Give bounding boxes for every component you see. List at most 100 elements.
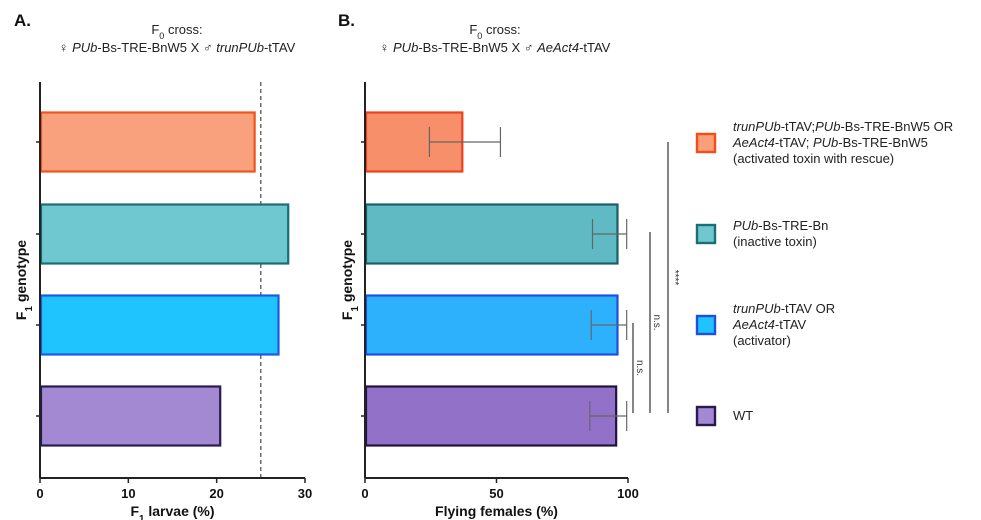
label-main: F (13, 311, 29, 320)
panel-a: A. F0 cross: ♀ PUb-Bs-TRE-BnW5 X ♂ trunP… (13, 11, 312, 520)
label-main: F (130, 503, 139, 519)
legend-label: (activated toxin with rescue) (733, 151, 894, 166)
bar-inactive-toxin (39, 203, 290, 265)
label-rest: cross: (482, 22, 520, 37)
significance-label: n.s. (651, 314, 662, 330)
legend-item: PUb-Bs-TRE-Bn(inactive toxin) (695, 218, 828, 249)
label-main: F (151, 22, 159, 37)
text-span: WT (733, 408, 753, 423)
bar-inactive-toxin (364, 203, 619, 265)
legend-label: PUb-Bs-TRE-Bn (733, 218, 828, 233)
legend-swatch (695, 223, 717, 245)
y-axis-label: F1 genotype (13, 240, 35, 320)
text-span: ♀ (380, 40, 393, 55)
bar-activator (364, 294, 619, 356)
legend-label: (activator) (733, 333, 791, 348)
legend-label: WT (733, 408, 753, 423)
text-span: -tTAV (775, 317, 807, 332)
text-span: -tTAV (264, 40, 296, 55)
x-tick-label: 0 (361, 486, 368, 501)
bar-activated-toxin-with-rescue (39, 111, 256, 173)
x-tick-label: 30 (298, 486, 312, 501)
text-span: -Bs-TRE-BnW5 OR (840, 119, 953, 134)
label-rest: genotype (339, 240, 355, 306)
text-span: PUb (813, 135, 838, 150)
label-main: F (339, 311, 355, 320)
error-bar (589, 401, 628, 431)
label-rest: larvae (%) (144, 503, 214, 519)
legend-label: trunPUb-tTAV;PUb-Bs-TRE-BnW5 OR (733, 119, 953, 134)
legend-label: (inactive toxin) (733, 234, 817, 249)
panel-a-title-line1: F0 cross: (151, 22, 202, 41)
text-span: trunPUb (733, 301, 781, 316)
bar-WT (364, 385, 618, 447)
legend: trunPUb-tTAV;PUb-Bs-TRE-BnW5 ORAeAct4-tT… (695, 119, 953, 427)
text-span: ♀ (59, 40, 72, 55)
label-subscript: 1 (24, 306, 35, 312)
text-span: -tTAV (579, 40, 611, 55)
label-subscript: 1 (139, 514, 145, 520)
legend-label: AeAct4-tTAV (732, 317, 807, 332)
text-span: PUb (815, 119, 840, 134)
legend-label: AeAct4-tTAV; PUb-Bs-TRE-BnW5 (732, 135, 928, 150)
x-tick-label: 10 (121, 486, 135, 501)
legend-item: WT (695, 405, 753, 427)
significance-bracket: n.s. (649, 232, 662, 413)
text-span: -tTAV OR (781, 301, 835, 316)
panel-b: B. F0 cross: ♀ PUb-Bs-TRE-BnW5 X ♂ AeAct… (338, 11, 680, 519)
text-span: -Bs-TRE-BnW5 (838, 135, 928, 150)
bar-activator (39, 294, 280, 356)
text-span: AeAct4 (732, 135, 775, 150)
significance-label: **** (669, 270, 680, 286)
text-span: -Bs-TRE-Bn (758, 218, 828, 233)
text-span: -tTAV; (781, 119, 815, 134)
significance-bracket: n.s. (632, 323, 645, 413)
text-span: AeAct4 (536, 40, 579, 55)
text-span: PUb (72, 40, 97, 55)
label-rest: genotype (13, 240, 29, 306)
text-span: -tTAV; (775, 135, 813, 150)
error-bar (590, 310, 628, 340)
text-span: (activated toxin with rescue) (733, 151, 894, 166)
error-bar (591, 219, 628, 249)
legend-label: trunPUb-tTAV OR (733, 301, 835, 316)
panel-b-title-line2: ♀ PUb-Bs-TRE-BnW5 X ♂ AeAct4-tTAV (380, 40, 611, 55)
text-span: -Bs-TRE-BnW5 X ♂ (97, 40, 216, 55)
label-subscript: 1 (350, 306, 361, 312)
text-span: AeAct4 (732, 317, 775, 332)
x-tick-label: 0 (36, 486, 43, 501)
label-main: F (469, 22, 477, 37)
panel-a-title-line2: ♀ PUb-Bs-TRE-BnW5 X ♂ trunPUb-tTAV (59, 40, 296, 55)
panel-b-plot: 0 50 100 Flying females (%) F1 genotype n.s. n… (339, 82, 680, 519)
y-axis-label: F1 genotype (339, 240, 361, 320)
x-tick-label: 50 (489, 486, 503, 501)
x-tick-label: 100 (617, 486, 639, 501)
text-span: (inactive toxin) (733, 234, 817, 249)
error-bar (428, 127, 502, 157)
text-span: trunPUb (733, 119, 781, 134)
panel-b-letter: B. (338, 11, 355, 30)
bar-WT (39, 385, 222, 447)
x-axis-label: Flying females (%) (435, 503, 558, 519)
significance-bracket: **** (667, 142, 680, 413)
text-span: -Bs-TRE-BnW5 X ♂ (418, 40, 537, 55)
legend-swatch (695, 314, 717, 336)
panel-a-letter: A. (14, 11, 31, 30)
panel-b-title-line1: F0 cross: (469, 22, 520, 41)
text-span: PUb (393, 40, 418, 55)
x-tick-label: 20 (209, 486, 223, 501)
text-span: PUb (733, 218, 758, 233)
label-subscript: 0 (159, 31, 164, 41)
label-subscript: 0 (477, 31, 482, 41)
label-rest: cross: (164, 22, 202, 37)
legend-swatch (695, 405, 717, 427)
significance-label: n.s. (634, 360, 645, 376)
legend-item: trunPUb-tTAV;PUb-Bs-TRE-BnW5 ORAeAct4-tT… (695, 119, 953, 166)
legend-swatch (695, 132, 717, 154)
text-span: trunPUb (216, 40, 264, 55)
text-span: (activator) (733, 333, 791, 348)
x-axis-label: F1 larvae (%) (130, 503, 214, 520)
